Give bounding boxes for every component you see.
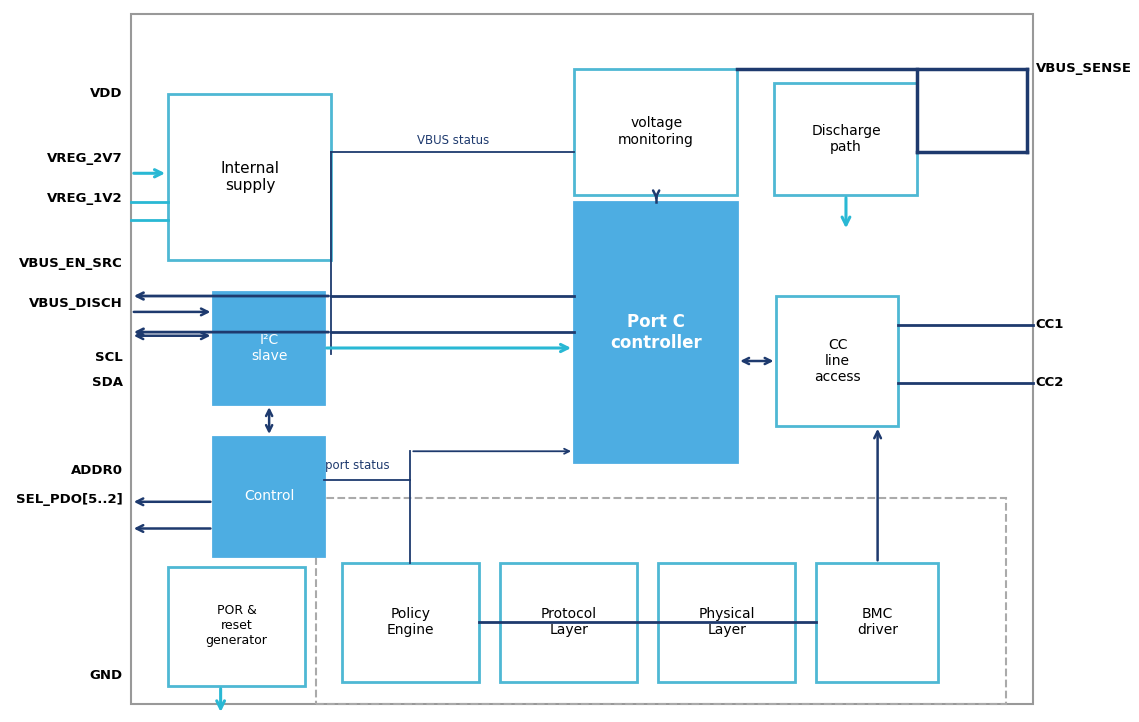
Text: port status: port status [326, 459, 390, 472]
Text: VREG_2V7: VREG_2V7 [47, 152, 123, 165]
Text: CC1: CC1 [1035, 318, 1064, 331]
FancyBboxPatch shape [574, 202, 737, 462]
Text: VBUS status: VBUS status [417, 134, 489, 147]
Text: GND: GND [90, 669, 123, 682]
FancyBboxPatch shape [775, 83, 917, 195]
Text: Physical
Layer: Physical Layer [698, 607, 755, 638]
FancyBboxPatch shape [658, 563, 795, 682]
Text: VBUS_DISCH: VBUS_DISCH [28, 297, 123, 310]
FancyBboxPatch shape [213, 292, 323, 404]
Text: ADDR0: ADDR0 [71, 464, 123, 477]
FancyBboxPatch shape [574, 69, 737, 195]
Text: SDA: SDA [91, 376, 123, 389]
FancyBboxPatch shape [131, 14, 1033, 704]
Text: VBUS_SENSE: VBUS_SENSE [1035, 62, 1132, 75]
FancyBboxPatch shape [213, 437, 323, 556]
Text: VREG_1V2: VREG_1V2 [47, 192, 123, 205]
FancyBboxPatch shape [500, 563, 637, 682]
Text: voltage
monitoring: voltage monitoring [618, 116, 694, 147]
Text: SEL_PDO[5..2]: SEL_PDO[5..2] [16, 493, 123, 506]
Text: Protocol
Layer: Protocol Layer [541, 607, 597, 638]
Text: Discharge
path: Discharge path [811, 123, 880, 154]
Text: Policy
Engine: Policy Engine [387, 607, 434, 638]
Text: VBUS_EN_SRC: VBUS_EN_SRC [19, 257, 123, 270]
Text: Internal
supply: Internal supply [221, 161, 280, 193]
Text: Port C
controller: Port C controller [611, 313, 702, 352]
FancyBboxPatch shape [167, 94, 331, 260]
FancyBboxPatch shape [342, 563, 480, 682]
Text: Control: Control [244, 489, 294, 503]
Text: CC
line
access: CC line access [814, 338, 861, 384]
Text: BMC
driver: BMC driver [858, 607, 899, 638]
Text: POR &
reset
generator: POR & reset generator [205, 604, 268, 648]
FancyBboxPatch shape [817, 563, 937, 682]
Text: SCL: SCL [95, 351, 123, 364]
FancyBboxPatch shape [167, 567, 305, 686]
Text: CC2: CC2 [1035, 376, 1064, 389]
FancyBboxPatch shape [777, 296, 898, 426]
Text: I²C
slave: I²C slave [251, 333, 287, 363]
Text: VDD: VDD [90, 87, 123, 100]
